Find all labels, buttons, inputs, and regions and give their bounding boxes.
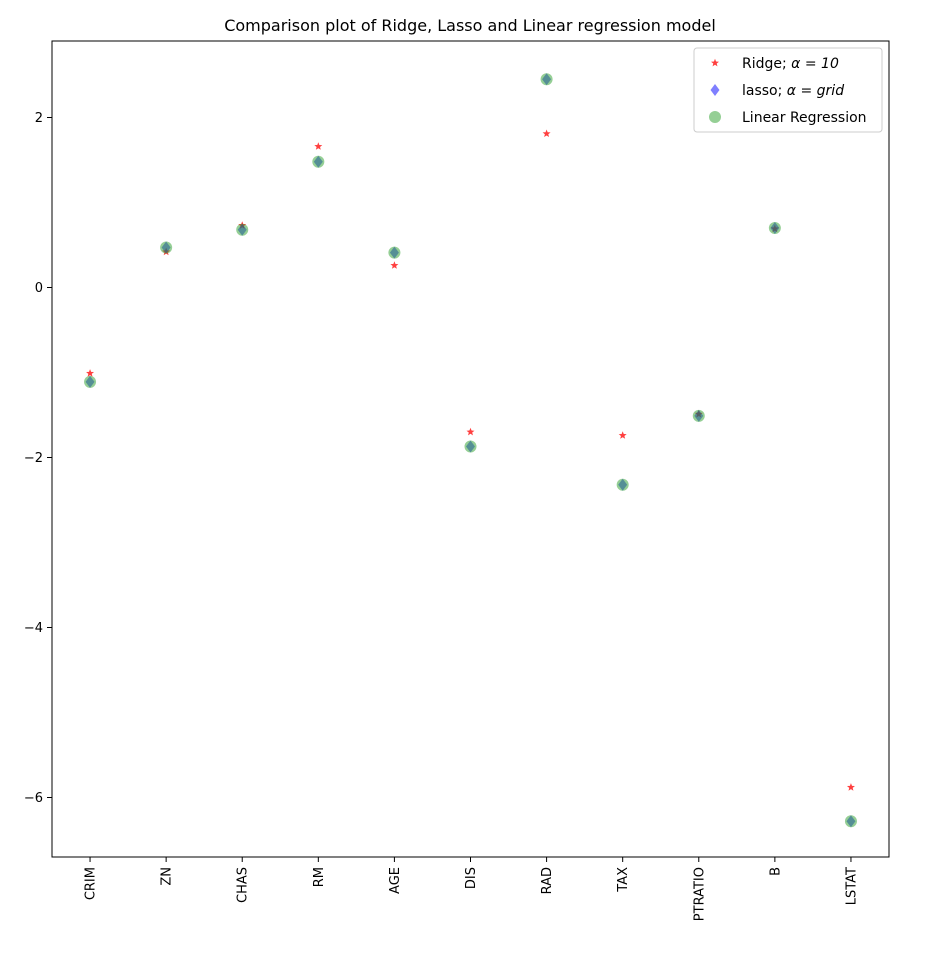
legend-label-prefix: lasso; [742,83,787,99]
x-tick-label: B [768,867,783,876]
ridge-point [618,431,627,439]
x-tick-label: DIS [464,867,479,889]
x-tick-label: CHAS [236,867,251,903]
x-tick-label: PTRATIO [692,867,707,921]
linear-point [768,222,781,234]
ridge-point [846,783,855,791]
legend-label: Linear Regression [742,110,867,126]
linear-point [844,815,857,828]
ridge-point [466,427,475,436]
y-axis: 2 0 −2 −4 −6 [24,111,52,806]
legend-label-prefix: Ridge; [742,56,791,72]
linear-point [312,155,325,168]
data-markers [84,73,857,828]
x-axis: CRIM ZN CHAS RM AGE DIS RAD TAX PTRATIO B LSTAT [84,857,859,921]
x-tick-label: AGE [388,867,403,894]
linear-point [692,409,705,422]
legend-label-prefix: Linear Regression [742,110,867,126]
legend-marker [709,111,721,123]
legend-marker [710,84,720,96]
y-tick-label: −2 [24,451,43,466]
x-tick-label: RM [312,867,327,887]
ridge-point [542,129,551,138]
chart-title: Comparison plot of Ridge, Lasso and Line… [224,16,716,35]
y-tick-label: −6 [24,791,43,806]
legend-label: lasso; α = grid [742,83,844,99]
linear-point [540,73,553,86]
linear-point [84,375,97,388]
linear-point [388,246,401,259]
legend-label-math: α = grid [787,83,844,99]
y-tick-label: 0 [35,281,43,296]
legend-label-math: α = 10 [791,56,839,72]
ridge-point [390,261,399,269]
x-tick-label: TAX [616,867,631,893]
legend-label: Ridge; α = 10 [742,56,839,72]
linear-point [236,223,249,236]
x-tick-label: LSTAT [844,867,859,905]
ridge-point [86,369,95,377]
linear-point [616,478,629,491]
y-tick-label: −4 [24,621,43,636]
ridge-point [314,142,323,150]
linear-point [160,241,173,254]
x-tick-label: CRIM [84,867,99,900]
legend-box [693,47,883,133]
y-tick-label: 2 [35,111,43,126]
legend-marker [711,58,719,67]
x-tick-label: RAD [540,867,555,894]
linear-point [464,440,477,453]
x-tick-label: ZN [160,867,175,886]
